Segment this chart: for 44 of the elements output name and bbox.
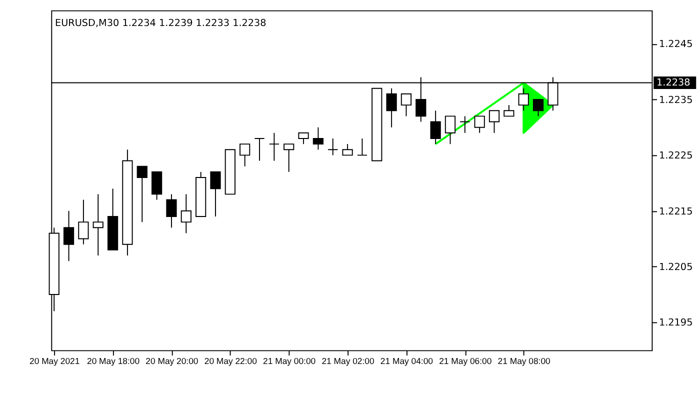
x-tick-label: 20 May 22:00 <box>204 356 258 366</box>
candlestick <box>254 138 265 162</box>
candlestick <box>532 99 544 117</box>
candlestick <box>342 144 353 156</box>
y-tick-label: 1.2215 <box>658 206 693 218</box>
candlestick <box>488 110 500 134</box>
x-tick-label: 21 May 02:00 <box>322 356 374 366</box>
y-tick-label: 1.2195 <box>658 318 693 329</box>
candlestick <box>136 166 148 223</box>
y-tick-label: 1.2235 <box>658 94 693 106</box>
x-tick-label: 21 May 06:00 <box>439 356 492 366</box>
y-tick-label: 1.2245 <box>658 39 693 50</box>
candlestick <box>328 138 338 156</box>
candlestick <box>518 88 529 112</box>
candlestick <box>504 104 514 117</box>
candlestick <box>268 132 280 162</box>
candlestick <box>284 144 294 172</box>
x-tick-label: 20 May 20:00 <box>146 356 198 366</box>
candlestick <box>444 116 456 145</box>
candlestick <box>151 171 162 200</box>
text: EURUSD,M30 1.2234 1.2239 1.2233 1.2238 <box>55 18 266 29</box>
candlestick <box>460 116 470 134</box>
candlestick <box>430 110 441 145</box>
candlestick <box>78 199 89 245</box>
candlestick <box>210 171 221 217</box>
x-tick-label: 21 May 00:00 <box>263 356 316 366</box>
ref-line-label: 1.2238 <box>656 78 690 89</box>
candlestick <box>386 88 397 128</box>
candlestick <box>180 194 192 234</box>
y-tick-label: 1.2225 <box>658 150 693 162</box>
candlestick <box>92 194 104 256</box>
candlestick <box>166 194 177 228</box>
x-tick-label: 20 May 18:00 <box>86 356 140 366</box>
y-tick-label: 1.2205 <box>658 262 693 274</box>
candlestick <box>240 144 250 167</box>
x-tick-label: 21 May 04:00 <box>380 356 434 366</box>
candlestick <box>298 132 309 145</box>
x-tick-label: 21 May 08:00 <box>498 356 551 366</box>
candlestick <box>400 93 412 117</box>
candlestick <box>356 138 368 156</box>
candlestick <box>474 116 485 134</box>
candlestick <box>63 210 74 262</box>
x-tick-label: 20 May 2021 <box>30 356 80 366</box>
candlestick <box>312 126 324 150</box>
